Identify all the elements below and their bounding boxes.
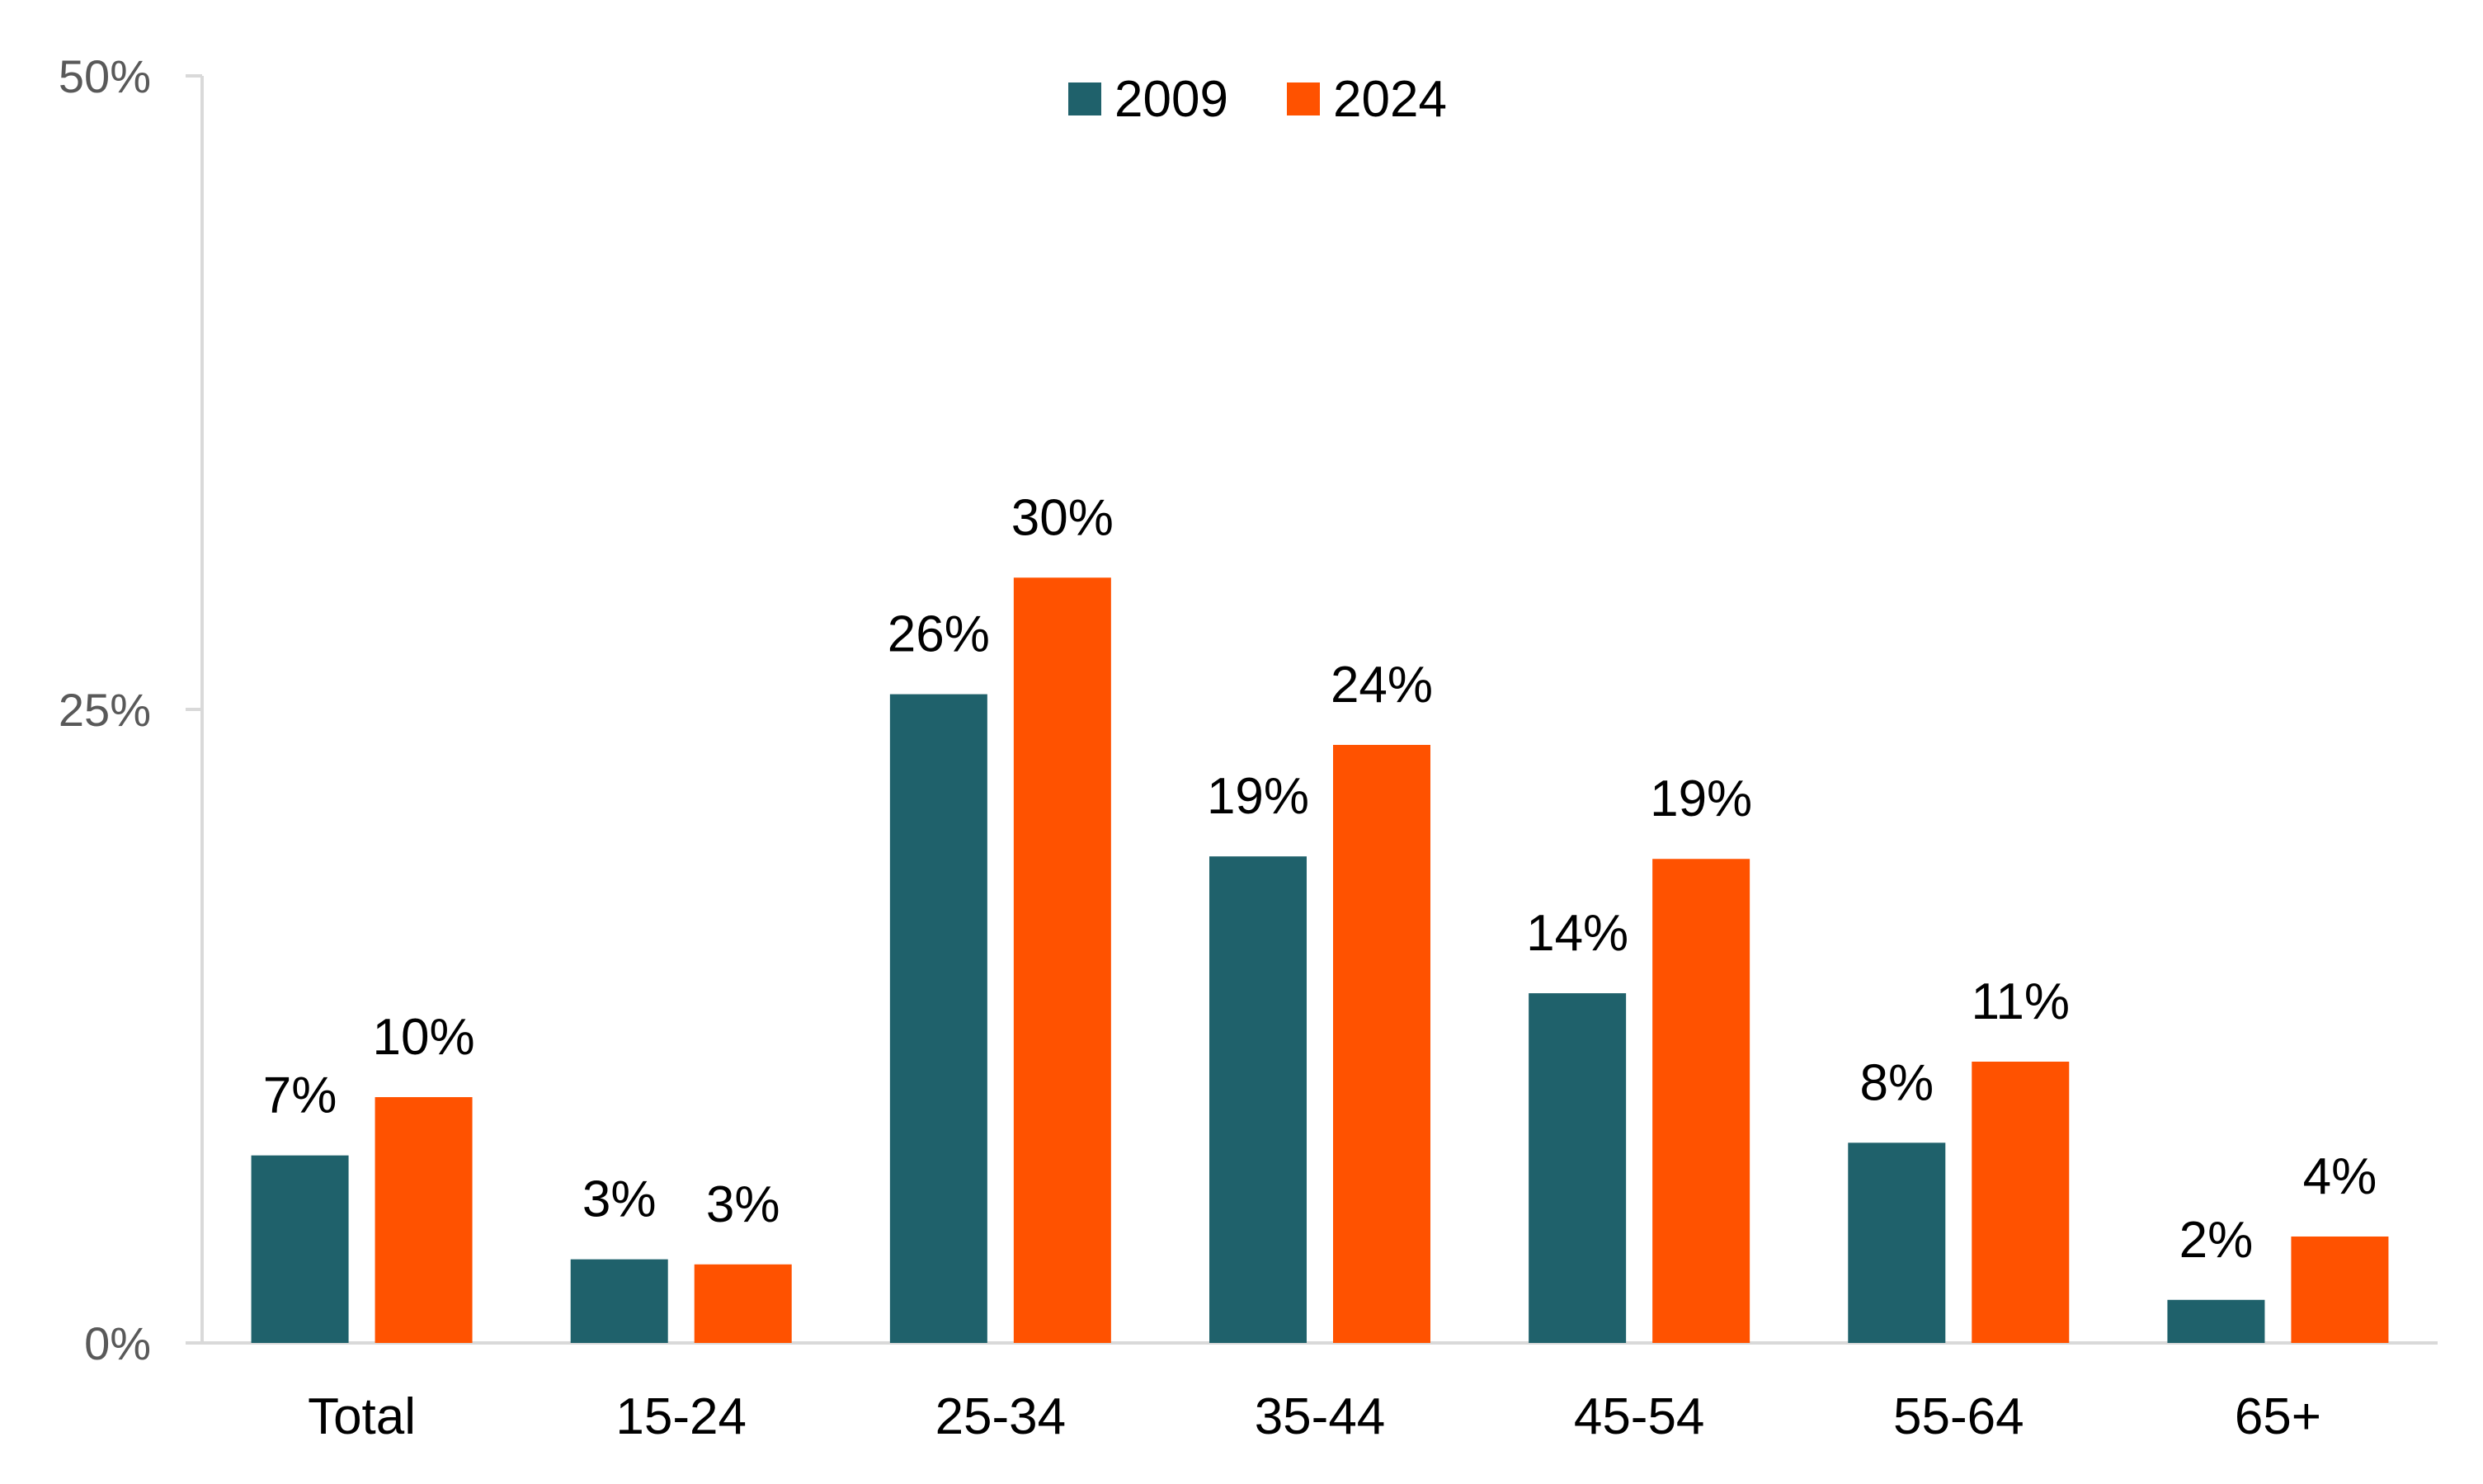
data-label-2024-25-34: 30% xyxy=(1011,489,1114,546)
data-label-2024-45-54: 19% xyxy=(1650,770,1752,827)
data-label-2024-Total: 10% xyxy=(373,1009,475,1066)
data-label-2009-Total: 7% xyxy=(263,1067,337,1124)
data-label-2009-45-54: 14% xyxy=(1526,905,1628,962)
data-label-2009-55-64: 8% xyxy=(1859,1054,1934,1111)
y-tick-label: 0% xyxy=(84,1317,151,1369)
bar-2009-Total xyxy=(251,1155,349,1343)
x-category-label: 35-44 xyxy=(1255,1388,1386,1445)
data-label-2024-55-64: 11% xyxy=(1972,973,2071,1030)
category-labels: Total 15-24 25-34 35-44 45-54 55-64 65+ xyxy=(308,1388,2321,1445)
bar-2024-25-34 xyxy=(1013,577,1111,1343)
bar-2009-25-34 xyxy=(889,694,987,1343)
y-tick-label: 25% xyxy=(59,684,151,736)
data-label-2024-15-24: 3% xyxy=(706,1176,780,1233)
y-tick-label: 50% xyxy=(59,50,151,102)
data-label-2024-35-44: 24% xyxy=(1331,657,1433,714)
bar-2024-45-54 xyxy=(1652,859,1750,1343)
bar-2009-15-24 xyxy=(570,1259,668,1343)
x-category-label: 65+ xyxy=(2235,1388,2321,1445)
x-category-label: 15-24 xyxy=(615,1388,747,1445)
bar-2009-35-44 xyxy=(1209,856,1307,1343)
data-label-2024-65+: 4% xyxy=(2303,1148,2377,1205)
bar-2024-55-64 xyxy=(1972,1062,2070,1343)
legend-swatch-2009 xyxy=(1068,82,1101,115)
data-label-2009-35-44: 19% xyxy=(1207,768,1309,825)
x-category-label: Total xyxy=(308,1388,416,1445)
bar-2024-15-24 xyxy=(694,1264,792,1343)
x-category-label: 55-64 xyxy=(1893,1388,2024,1445)
legend-swatch-2024 xyxy=(1287,82,1320,115)
legend-label-2009: 2009 xyxy=(1114,71,1228,128)
bar-2024-65+ xyxy=(2291,1236,2389,1343)
data-label-2009-15-24: 3% xyxy=(582,1171,657,1228)
data-labels: 7% 10% 3% 3% 26% 30% 19% 24% 14% 19% 8% 11% 2% 4% xyxy=(263,489,2377,1269)
bar-2024-Total xyxy=(375,1097,473,1343)
x-category-label: 25-34 xyxy=(935,1388,1067,1445)
data-label-2009-65+: 2% xyxy=(2179,1212,2254,1269)
bar-2009-45-54 xyxy=(1529,993,1627,1343)
x-category-label: 45-54 xyxy=(1574,1388,1705,1445)
legend: 2009 2024 xyxy=(1068,71,1447,128)
data-label-2009-25-34: 26% xyxy=(888,606,990,663)
bar-2009-65+ xyxy=(2167,1299,2265,1343)
legend-label-2024: 2024 xyxy=(1333,71,1447,128)
bars xyxy=(251,577,2389,1343)
bar-2024-35-44 xyxy=(1333,745,1430,1343)
bar-2009-55-64 xyxy=(1848,1142,1946,1343)
